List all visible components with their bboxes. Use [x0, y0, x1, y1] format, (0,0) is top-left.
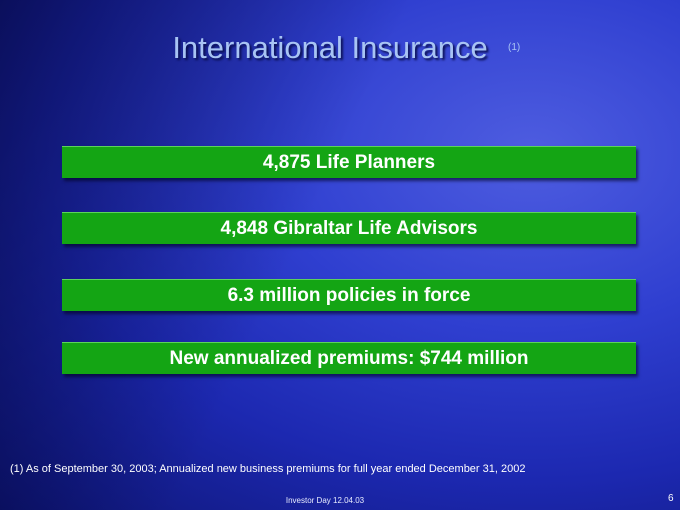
footnote-marker: (1)	[508, 42, 521, 53]
slide-title: International Insurance	[172, 30, 488, 65]
highlight-box: 6.3 million policies in force	[62, 279, 636, 311]
highlight-box: 4,848 Gibraltar Life Advisors	[62, 212, 636, 244]
footer-event: Investor Day 12.04.03	[285, 496, 365, 505]
highlight-box: New annualized premiums: $744 million	[62, 342, 636, 374]
page-number: 6	[668, 493, 674, 504]
footnote: (1) As of September 30, 2003; Annualized…	[10, 463, 526, 475]
highlight-box: 4,875 Life Planners	[62, 146, 636, 178]
